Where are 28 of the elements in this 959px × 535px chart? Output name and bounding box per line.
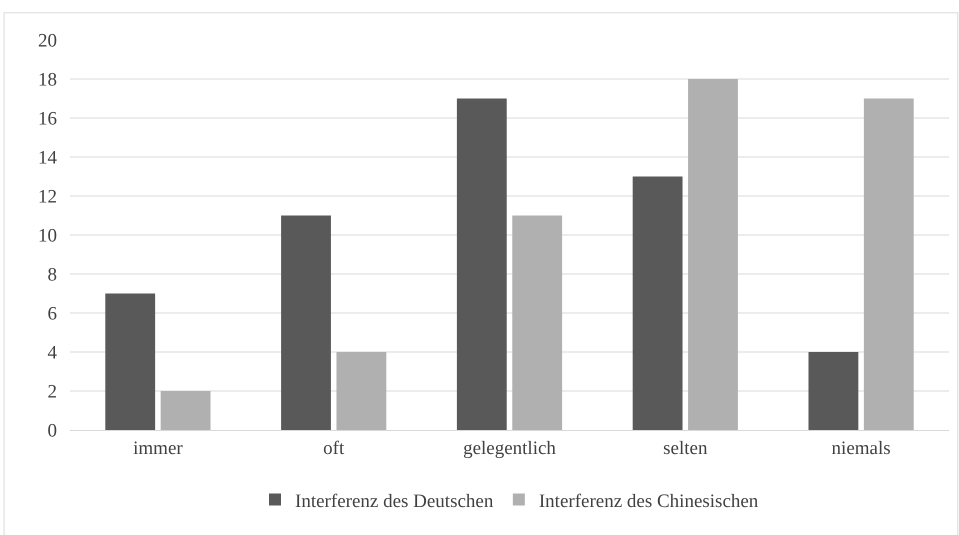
bar (456, 98, 507, 430)
x-tick-label: oft (323, 438, 345, 459)
bar (105, 294, 156, 430)
y-tick-label: 4 (48, 342, 58, 364)
bar (808, 352, 858, 430)
bar (281, 216, 331, 430)
bar (512, 216, 562, 430)
y-tick-label: 2 (48, 382, 57, 403)
y-tick-label: 10 (38, 226, 57, 247)
y-tick-label: 18 (38, 70, 57, 91)
x-tick-label: gelegentlich (463, 438, 556, 459)
y-tick-label: 14 (38, 148, 58, 169)
legend-label: Interferenz des Chinesischen (538, 490, 759, 512)
bar (336, 352, 386, 430)
y-tick-label: 20 (38, 30, 57, 52)
legend-label: Interferenz des Deutschen (295, 490, 494, 512)
bar (632, 176, 683, 430)
x-tick-label: selten (663, 438, 708, 459)
bar (160, 391, 211, 430)
y-tick-label: 6 (48, 304, 57, 325)
bar (688, 79, 738, 430)
y-tick-label: 12 (38, 186, 57, 208)
y-tick-label: 16 (38, 108, 57, 130)
x-tick-label: immer (133, 438, 184, 459)
x-tick-label: niemals (832, 438, 891, 459)
y-tick-label: 8 (48, 264, 57, 286)
bar (864, 98, 914, 430)
y-tick-label: 0 (48, 420, 57, 442)
